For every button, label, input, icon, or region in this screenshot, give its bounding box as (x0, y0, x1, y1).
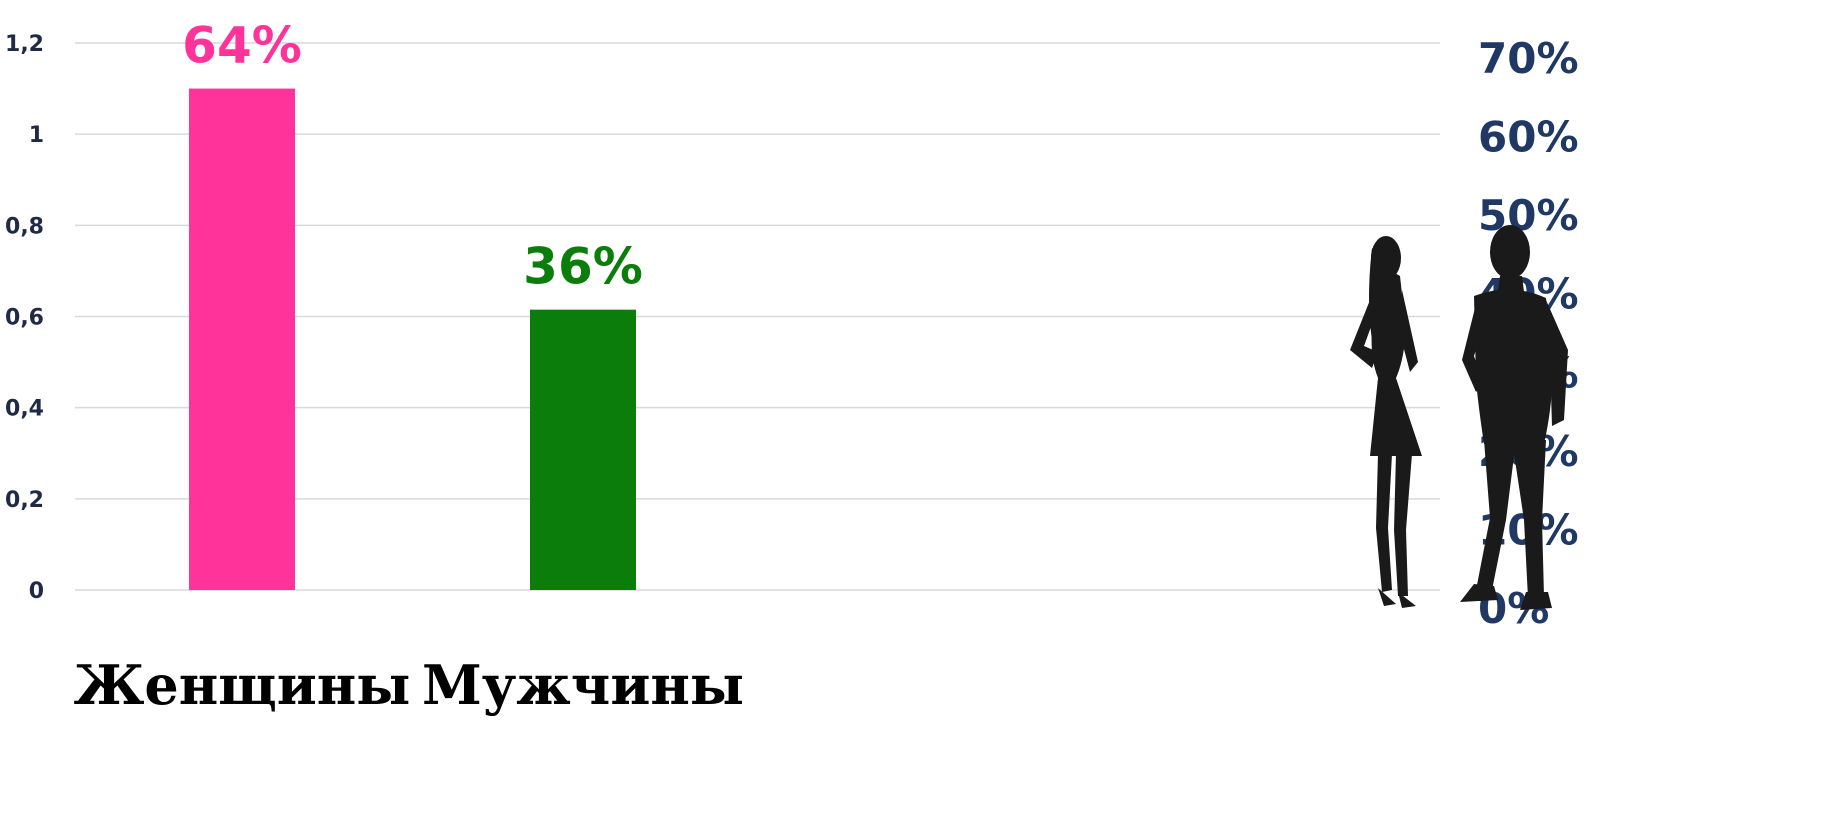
secondary-y-tick-label: 60% (1478, 113, 1579, 162)
secondary-y-tick-label: 70% (1478, 34, 1579, 83)
y-tick-label: 1 (29, 123, 44, 148)
data-label: 64% (182, 17, 302, 75)
couple-silhouette-icon (1350, 225, 1568, 610)
y-tick-label: 0,4 (5, 397, 44, 422)
left-y-axis: 0 0,2 0,4 0,6 0,8 1 1,2 (5, 32, 44, 604)
man-silhouette-icon (1460, 225, 1568, 610)
data-labels: 64% 36% (182, 17, 643, 296)
y-tick-label: 0,2 (5, 488, 44, 513)
category-label: Женщины (74, 653, 411, 717)
gridlines (75, 42, 1440, 591)
category-label: Мужчины (422, 653, 744, 717)
y-tick-label: 1,2 (5, 32, 44, 57)
y-tick-label: 0,6 (5, 306, 44, 331)
bar (530, 309, 636, 590)
y-tick-label: 0 (29, 579, 44, 604)
y-tick-label: 0,8 (5, 214, 44, 239)
bars (189, 88, 636, 590)
category-labels: Женщины Мужчины (74, 653, 744, 717)
data-label: 36% (523, 238, 643, 296)
bar (189, 88, 295, 590)
secondary-y-tick-label: 50% (1478, 191, 1579, 240)
woman-silhouette-icon (1350, 236, 1422, 608)
